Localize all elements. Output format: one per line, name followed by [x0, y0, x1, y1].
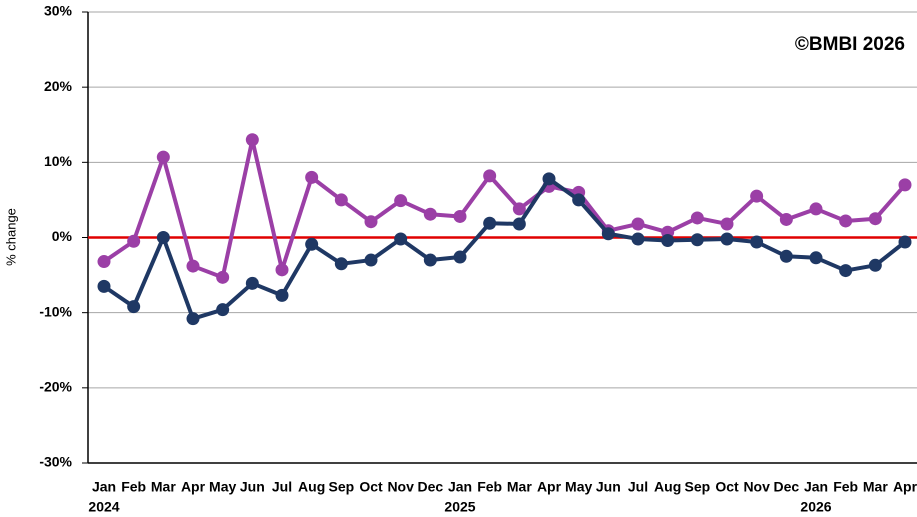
point: [601, 227, 615, 241]
x-tick-label: Jun: [240, 479, 265, 495]
x-tick-label: Dec: [417, 479, 443, 495]
x-tick-label: Apr: [893, 479, 917, 495]
point: [839, 264, 853, 278]
x-tick-label: Feb: [121, 479, 146, 495]
x-tick-label: Oct: [359, 479, 383, 495]
y-tick-label: -10%: [39, 303, 72, 319]
point: [512, 217, 526, 231]
y-tick-label: 30%: [44, 3, 73, 19]
y-tick-label: 0%: [52, 228, 73, 244]
point: [898, 178, 912, 192]
x-tick-label: Jul: [272, 479, 292, 495]
point: [779, 249, 793, 263]
point: [334, 193, 348, 207]
point: [779, 212, 793, 226]
x-tick-label: Sep: [328, 479, 354, 495]
point: [868, 258, 882, 272]
point: [512, 202, 526, 216]
y-tick-label: -20%: [39, 379, 72, 395]
point: [245, 276, 259, 290]
x-tick-label: Apr: [537, 479, 562, 495]
point: [364, 215, 378, 229]
point: [661, 234, 675, 248]
point: [334, 257, 348, 271]
point: [394, 232, 408, 246]
x-tick-label: Dec: [773, 479, 799, 495]
point: [216, 270, 230, 284]
point: [542, 172, 556, 186]
point: [275, 288, 289, 302]
y-tick-label: -30%: [39, 454, 72, 470]
point: [127, 300, 141, 314]
point: [631, 217, 645, 231]
point: [394, 194, 408, 208]
point: [245, 133, 259, 147]
x-tick-label: Jul: [628, 479, 648, 495]
point: [750, 189, 764, 203]
point: [305, 170, 319, 184]
x-tick-label: Jun: [596, 479, 621, 495]
x-tick-label: Mar: [151, 479, 176, 495]
point: [156, 150, 170, 164]
point: [423, 207, 437, 221]
year-label: 2024: [88, 499, 119, 515]
x-tick-label: May: [209, 479, 236, 495]
point: [186, 312, 200, 326]
x-tick-label: Jan: [804, 479, 828, 495]
point: [750, 235, 764, 249]
point: [305, 237, 319, 251]
point: [720, 217, 734, 231]
point: [364, 253, 378, 267]
y-axis-label: % change: [3, 208, 18, 266]
annotation: ©BMBI 2026: [795, 34, 905, 55]
point: [898, 235, 912, 249]
point: [690, 233, 704, 247]
point: [572, 193, 586, 207]
year-label: 2025: [444, 499, 475, 515]
x-tick-label: Aug: [298, 479, 325, 495]
x-tick-label: Feb: [477, 479, 502, 495]
point: [868, 212, 882, 226]
point: [453, 209, 467, 223]
point: [453, 250, 467, 264]
series-line: [102, 137, 907, 280]
point: [690, 211, 704, 225]
x-tick-label: Jan: [448, 479, 472, 495]
point: [127, 234, 141, 248]
x-tick-label: Apr: [181, 479, 206, 495]
point: [156, 231, 170, 244]
point: [809, 251, 823, 265]
point: [97, 255, 111, 269]
point: [186, 259, 200, 273]
x-tick-label: Mar: [507, 479, 532, 495]
point: [275, 263, 289, 277]
x-tick-label: Feb: [833, 479, 858, 495]
y-tick-label: 10%: [44, 153, 73, 169]
x-tick-label: Jan: [92, 479, 116, 495]
point: [809, 202, 823, 216]
point: [216, 303, 230, 317]
point: [483, 216, 497, 230]
x-tick-label: Aug: [654, 479, 681, 495]
point: [483, 169, 497, 183]
y-tick-label: 20%: [44, 78, 73, 94]
x-tick-label: Nov: [743, 479, 770, 495]
x-tick-label: May: [565, 479, 592, 495]
x-tick-label: Sep: [684, 479, 710, 495]
point: [839, 214, 853, 228]
x-tick-label: Mar: [863, 479, 888, 495]
point: [631, 232, 645, 246]
year-label: 2026: [800, 499, 831, 515]
x-tick-label: Oct: [715, 479, 739, 495]
series-line: [102, 176, 907, 321]
point: [720, 232, 734, 246]
x-tick-label: Nov: [387, 479, 414, 495]
point: [423, 253, 437, 267]
point: [97, 279, 111, 293]
